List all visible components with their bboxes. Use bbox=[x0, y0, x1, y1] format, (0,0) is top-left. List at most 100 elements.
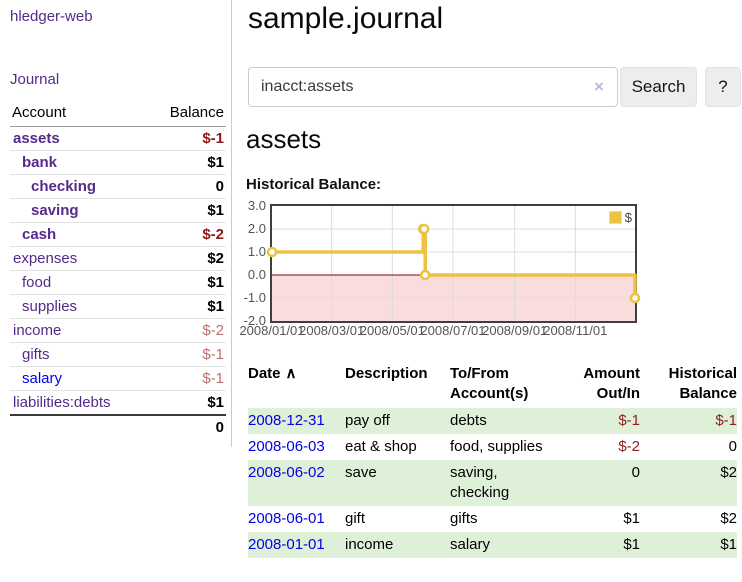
account-name-cell: saving bbox=[10, 198, 150, 223]
register-table: Date ∧ Description To/From Account(s) Amo… bbox=[248, 362, 737, 558]
help-button[interactable]: ? bbox=[705, 67, 741, 107]
amount-cell: 0 bbox=[631, 464, 640, 481]
chart-y-tick-label: -2.0 bbox=[243, 313, 266, 328]
sidebar-account-link-saving[interactable]: saving bbox=[31, 202, 79, 219]
chart-x-tick-label: 2008/07/01 bbox=[420, 323, 486, 338]
amount-cell: $-1 bbox=[618, 412, 640, 429]
register-header-date: Date ∧ bbox=[248, 365, 297, 382]
register-row: 2008-06-03 eat & shop food, supplies $-2 0 bbox=[248, 434, 737, 460]
account-balance: $-2 bbox=[150, 222, 226, 247]
app-title-link[interactable]: hledger-web bbox=[10, 8, 93, 25]
chart-heading: Historical Balance: bbox=[246, 176, 382, 193]
account-row: liabilities:debts $1 bbox=[10, 390, 226, 416]
sidebar-account-link-supplies[interactable]: supplies bbox=[22, 298, 78, 315]
chart-x-tick-label: 2008/01/01 bbox=[239, 323, 305, 338]
date-cell: 2008-06-01 bbox=[248, 506, 345, 532]
date-cell: 2008-12-31 bbox=[248, 408, 345, 434]
sidebar-account-link-cash[interactable]: cash bbox=[22, 226, 57, 243]
account-balance: $-2 bbox=[150, 318, 226, 343]
chart-y-tick-label: 3.0 bbox=[247, 198, 266, 213]
chart-y-tick-label: -1.0 bbox=[243, 290, 266, 305]
transaction-date-link[interactable]: 2008-06-02 bbox=[248, 464, 325, 481]
sidebar-account-link-salary[interactable]: salary bbox=[22, 370, 63, 387]
amount-cell: $1 bbox=[623, 510, 640, 527]
account-balance: $2 bbox=[150, 246, 226, 271]
transaction-date-link[interactable]: 2008-12-31 bbox=[248, 412, 325, 429]
account-name-cell: income bbox=[10, 318, 150, 343]
chart-x-tick-label: 2008/09/01 bbox=[482, 323, 548, 338]
balance-cell: $-1 bbox=[715, 412, 737, 429]
register-header-balance: Historical Balance bbox=[668, 365, 737, 402]
transaction-date-link[interactable]: 2008-06-01 bbox=[248, 510, 325, 527]
account-row: food $1 bbox=[10, 270, 226, 295]
account-name-cell: assets bbox=[10, 126, 150, 151]
account-row: cash $-2 bbox=[10, 222, 226, 247]
account-balance: $-1 bbox=[150, 342, 226, 367]
account-name-cell: food bbox=[10, 270, 150, 295]
sidebar-account-link-assets[interactable]: assets bbox=[13, 130, 60, 147]
description-cell: pay off bbox=[345, 412, 390, 429]
account-row: gifts $-1 bbox=[10, 342, 226, 367]
account-balance: $1 bbox=[150, 270, 226, 295]
sidebar-account-link-expenses[interactable]: expenses bbox=[13, 250, 78, 267]
transaction-date-link[interactable]: 2008-06-03 bbox=[248, 438, 325, 455]
sidebar-account-link-income[interactable]: income bbox=[13, 322, 62, 339]
account-row: bank $1 bbox=[10, 150, 226, 175]
sidebar-account-link-liabilities-debts[interactable]: liabilities:debts bbox=[13, 394, 111, 411]
sidebar-account-link-gifts[interactable]: gifts bbox=[22, 346, 50, 363]
historical-balance-chart: $ bbox=[266, 204, 641, 323]
sidebar-account-link-bank[interactable]: bank bbox=[22, 154, 58, 171]
description-cell: gift bbox=[345, 510, 366, 527]
balance-cell: $2 bbox=[720, 510, 737, 527]
chart-svg bbox=[266, 206, 641, 321]
transaction-date-link[interactable]: 2008-01-01 bbox=[248, 536, 325, 553]
sidebar-account-link-food[interactable]: food bbox=[22, 274, 52, 291]
amount-cell: $-2 bbox=[618, 438, 640, 455]
legend-label: $ bbox=[624, 210, 632, 225]
account-name-cell: liabilities:debts bbox=[10, 390, 150, 416]
accounts-balance-table: Account Balance assets $-1 bank $1 checking 0… bbox=[10, 101, 226, 439]
register-row: 2008-06-02 save saving, checking 0 $2 bbox=[248, 460, 737, 506]
account-row: salary $-1 bbox=[10, 366, 226, 391]
account-row: expenses $2 bbox=[10, 246, 226, 271]
account-balance: $1 bbox=[150, 390, 226, 416]
accounts-cell: food, supplies bbox=[450, 438, 543, 455]
register-row: 2008-06-01 gift gifts $1 $2 bbox=[248, 506, 737, 532]
account-name-cell: cash bbox=[10, 222, 150, 247]
accounts-cell: gifts bbox=[450, 510, 478, 527]
chart-x-tick-label: 2008/03/01 bbox=[299, 323, 365, 338]
accounts-total-balance: 0 bbox=[150, 414, 226, 439]
accounts-total-row: 0 bbox=[10, 414, 226, 439]
account-rows: assets $-1 bank $1 checking 0 saving $1 cash $-2 e… bbox=[10, 126, 226, 416]
chart-x-tick-label: 2008/11/01 bbox=[543, 323, 608, 338]
account-balance: $1 bbox=[150, 294, 226, 319]
register-row: 2008-01-01 income salary $1 $1 bbox=[248, 532, 737, 558]
clear-search-icon[interactable]: × bbox=[594, 77, 604, 96]
chart-y-tick-label: 1.0 bbox=[247, 244, 266, 259]
search-button[interactable]: Search bbox=[620, 67, 697, 107]
register-header-description: Description bbox=[345, 365, 428, 382]
accounts-cell: debts bbox=[450, 412, 487, 429]
description-cell: save bbox=[345, 464, 377, 481]
sort-ascending-icon: ∧ bbox=[285, 365, 297, 382]
date-cell: 2008-06-02 bbox=[248, 460, 345, 506]
sidebar-item-journal[interactable]: Journal bbox=[10, 71, 60, 88]
account-balance: $1 bbox=[150, 150, 226, 175]
page-title: sample.journal bbox=[248, 2, 444, 35]
account-balance: $1 bbox=[150, 198, 226, 223]
search-input[interactable] bbox=[248, 67, 618, 107]
description-cell: income bbox=[345, 536, 394, 553]
account-name-cell: supplies bbox=[10, 294, 150, 319]
balance-cell: 0 bbox=[728, 438, 737, 455]
account-row: supplies $1 bbox=[10, 294, 226, 319]
account-name-cell: expenses bbox=[10, 246, 150, 271]
description-cell: eat & shop bbox=[345, 438, 417, 455]
accounts-cell: salary bbox=[450, 536, 491, 553]
chart-y-tick-label: 2.0 bbox=[247, 221, 266, 236]
accounts-header-row: Account Balance bbox=[10, 101, 226, 127]
register-rows: 2008-12-31 pay off debts $-1 $-1 2008-06-03 ea… bbox=[248, 408, 737, 558]
balance-cell: $1 bbox=[720, 536, 737, 553]
account-balance: $-1 bbox=[150, 126, 226, 151]
sidebar-account-link-checking[interactable]: checking bbox=[31, 178, 97, 195]
